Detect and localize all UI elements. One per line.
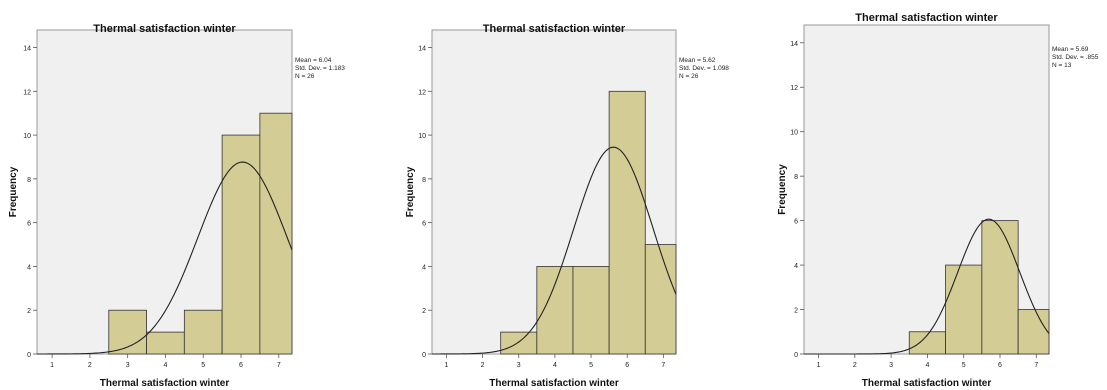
y-tick-label: 8 <box>27 177 31 184</box>
stats-line-1: Mean = 5.69 <box>1052 46 1089 53</box>
y-tick-label: 2 <box>27 308 31 315</box>
histogram-bar-7 <box>1017 309 1050 355</box>
stats-line-1: Mean = 6.04 <box>295 57 332 64</box>
chart-title: Thermal satisfaction winter <box>855 12 998 24</box>
normal-curve <box>804 218 1050 355</box>
stats-line-3: N = 13 <box>1052 62 1072 69</box>
x-tick-label: 6 <box>239 362 243 369</box>
histogram-bar-5 <box>183 309 223 355</box>
x-tick-label: 1 <box>445 362 449 369</box>
x-tick-label: 7 <box>1034 362 1038 369</box>
y-tick-label: 6 <box>422 221 426 228</box>
x-tick-label: 5 <box>962 362 966 369</box>
y-tick-label: 14 <box>790 41 798 48</box>
y-tick-label: 10 <box>418 133 426 140</box>
x-tick-label: 3 <box>889 362 893 369</box>
x-axis-label: Thermal satisfaction winter <box>489 378 619 389</box>
y-tick-label: 2 <box>422 308 426 315</box>
y-tick-label: 12 <box>790 85 798 92</box>
stats-line-1: Mean = 5.62 <box>679 57 716 64</box>
y-tick-label: 8 <box>422 177 426 184</box>
y-tick-label: 4 <box>27 264 31 271</box>
x-tick-label: 2 <box>853 362 857 369</box>
stats-line-2: Std. Dev. = 1.183 <box>295 65 345 72</box>
x-tick-label: 6 <box>998 362 1002 369</box>
y-tick-label: 10 <box>23 133 31 140</box>
x-tick-label: 7 <box>277 362 281 369</box>
x-tick-label: 4 <box>925 362 929 369</box>
stats-line-2: Std. Dev. = 1.098 <box>679 65 729 72</box>
x-tick-label: 5 <box>589 362 593 369</box>
histogram-bar-4 <box>146 331 185 355</box>
x-tick-label: 2 <box>481 362 485 369</box>
stats-line-2: Std. Dev. = .855 <box>1052 54 1099 61</box>
y-tick-label: 2 <box>794 308 798 315</box>
y-tick-label: 0 <box>27 352 31 359</box>
histogram-bar-6 <box>981 220 1019 355</box>
y-tick-label: 6 <box>794 219 798 226</box>
x-tick-label: 1 <box>817 362 821 369</box>
y-tick-label: 14 <box>418 46 426 53</box>
y-tick-label: 0 <box>422 352 426 359</box>
histogram-bar-5 <box>572 266 610 355</box>
y-tick-label: 8 <box>794 174 798 181</box>
x-tick-label: 2 <box>88 362 92 369</box>
x-tick-label: 7 <box>661 362 665 369</box>
y-axis-label: Frequency <box>405 166 416 217</box>
y-tick-label: 12 <box>418 89 426 96</box>
y-tick-label: 4 <box>422 264 426 271</box>
stats-line-3: N = 26 <box>295 73 315 80</box>
chart-title: Thermal satisfaction winter <box>483 23 626 35</box>
histogram-bar-7 <box>259 112 293 355</box>
y-tick-label: 10 <box>790 130 798 137</box>
y-tick-label: 14 <box>23 46 31 53</box>
x-tick-label: 4 <box>163 362 167 369</box>
normal-curve <box>36 161 293 355</box>
chart-title: Thermal satisfaction winter <box>93 23 236 35</box>
normal-curve <box>432 146 677 355</box>
y-tick-label: 12 <box>23 89 31 96</box>
y-axis-label: Frequency <box>777 164 788 215</box>
y-tick-label: 4 <box>794 263 798 270</box>
histogram-bar-7 <box>644 244 677 355</box>
x-tick-label: 1 <box>50 362 54 369</box>
histogram-bar-6 <box>608 90 646 355</box>
histogram-bar-4 <box>536 266 574 355</box>
stats-line-3: N = 26 <box>679 73 699 80</box>
y-tick-label: 0 <box>794 352 798 359</box>
x-tick-label: 3 <box>126 362 130 369</box>
histogram-bar-5 <box>945 264 983 355</box>
y-axis-label: Frequency <box>8 166 19 217</box>
x-tick-label: 3 <box>517 362 521 369</box>
x-tick-label: 6 <box>625 362 629 369</box>
histogram-bar-3 <box>500 331 538 355</box>
x-tick-label: 4 <box>553 362 557 369</box>
x-axis-label: Thermal satisfaction winter <box>100 378 230 389</box>
x-axis-label: Thermal satisfaction winter <box>862 378 992 389</box>
y-tick-label: 6 <box>27 221 31 228</box>
x-tick-label: 5 <box>201 362 205 369</box>
